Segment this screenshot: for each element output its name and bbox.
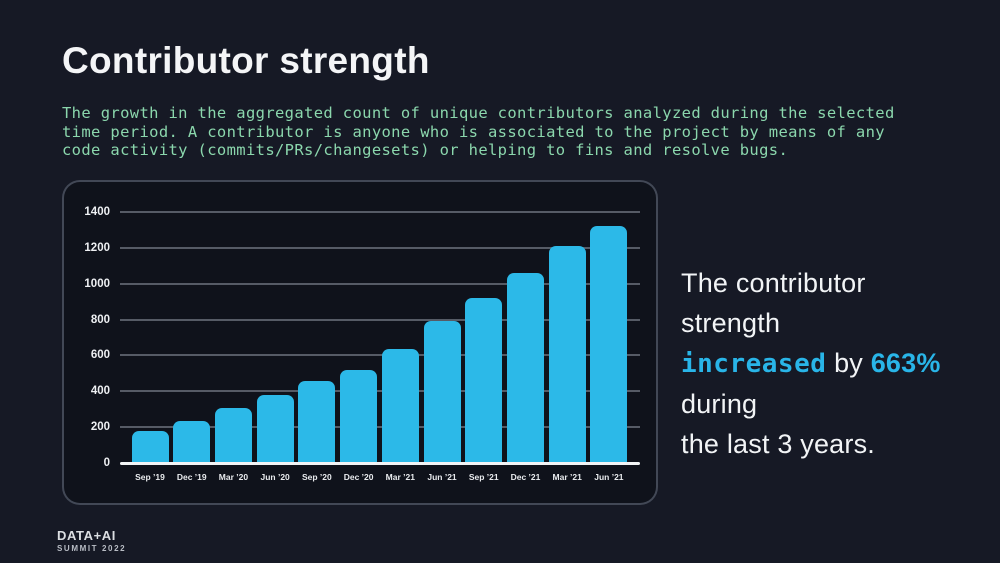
brand-name: DATA+AI — [57, 528, 116, 543]
bar — [256, 394, 294, 463]
x-axis-label: Dec ’20 — [343, 472, 374, 482]
gridline — [120, 211, 640, 213]
bar — [298, 380, 336, 463]
subtitle-text: The growth in the aggregated count of un… — [62, 104, 895, 160]
callout-text: The contributor strength increased by 66… — [681, 263, 941, 464]
gridline — [120, 426, 640, 429]
callout-line-4: during — [681, 389, 758, 419]
x-axis-label: Mar ’21 — [385, 472, 415, 482]
bar — [548, 246, 586, 463]
contributor-strength-chart: 0 200 400 600 800 1000 1200 1400 Sep ’19 Dec ’19 M… — [62, 180, 658, 505]
bar — [131, 430, 169, 463]
y-axis-label: 600 — [90, 349, 110, 362]
gridline — [120, 282, 640, 285]
gridline — [120, 246, 640, 249]
data-ai-summit-logo: DATA+AI SUMMIT 2022 — [57, 528, 126, 553]
gridline — [120, 318, 640, 321]
x-axis-label: Sep ’20 — [301, 472, 332, 482]
page-title: Contributor strength — [62, 40, 430, 81]
y-axis-label: 200 — [90, 421, 110, 434]
bar — [173, 420, 211, 463]
x-axis-label: Dec ’21 — [510, 472, 541, 482]
bar — [590, 226, 628, 463]
y-axis-label: 800 — [90, 313, 110, 326]
x-axis-label: Dec ’19 — [176, 472, 207, 482]
bar — [381, 349, 419, 463]
callout-line-1: The contributor — [681, 268, 866, 298]
y-axis-label: 1200 — [84, 241, 110, 254]
x-axis-label: Jun ’20 — [260, 472, 290, 482]
callout-line-2: strength — [681, 308, 781, 338]
y-axis-label: 1000 — [84, 277, 110, 290]
x-axis-label: Sep ’21 — [468, 472, 499, 482]
callout-line-3: increased by 663% — [681, 343, 941, 384]
percentage-highlight: 663% — [870, 348, 941, 378]
x-axis-line — [120, 461, 640, 465]
callout-line-5: the last 3 years. — [681, 429, 875, 459]
bar — [214, 408, 252, 463]
x-axis-label: Sep ’19 — [135, 472, 165, 482]
x-axis-label: Mar ’20 — [218, 472, 249, 482]
y-axis-label: 1400 — [84, 206, 110, 218]
y-axis-label: 400 — [90, 385, 110, 398]
x-axis-label: Jun ’21 — [594, 472, 624, 482]
bar — [423, 321, 461, 463]
bar — [465, 298, 503, 463]
callout-line-3-mid: by — [826, 348, 871, 378]
y-axis-label: 0 — [103, 457, 110, 469]
bar — [340, 369, 378, 463]
brand-event-year: SUMMIT 2022 — [57, 544, 127, 553]
gridline — [120, 390, 640, 393]
x-axis-label: Mar ’21 — [552, 472, 582, 482]
increased-highlight: increased — [681, 349, 827, 379]
gridline — [120, 354, 640, 357]
x-axis-label: Jun ’21 — [427, 472, 457, 482]
bar — [506, 272, 544, 463]
